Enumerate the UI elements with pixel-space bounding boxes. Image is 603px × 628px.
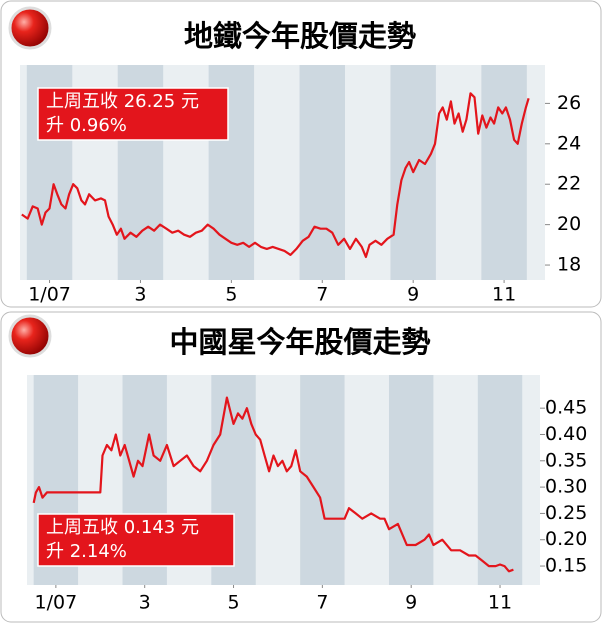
annotation: 升 2.14% (46, 541, 127, 562)
x-tick-label: 7 (316, 284, 328, 306)
x-tick-label: 3 (134, 284, 146, 306)
x-tick-label: 1/07 (35, 592, 78, 614)
x-tick-label: 5 (225, 284, 237, 306)
month-band (481, 65, 527, 280)
annotation: 升 0.96% (46, 115, 127, 136)
x-tick-label: 9 (407, 284, 419, 306)
x-tick-label: 5 (227, 592, 239, 614)
price-line (32, 396, 514, 573)
icon (8, 314, 52, 358)
chart-title: 中國星今年股價走勢 (169, 325, 430, 359)
y-tick-label: 0.25 (545, 502, 587, 524)
x-tick-label: 11 (488, 592, 512, 614)
month-band (477, 375, 523, 585)
annotation: 上周五收 26.25 元 (46, 91, 199, 112)
y-tick-label: 22 (557, 173, 581, 195)
x-tick-label: 11 (492, 284, 516, 306)
annotation-box (37, 513, 235, 567)
x-tick-label: 3 (139, 592, 151, 614)
y-tick-label: 0.20 (545, 528, 587, 550)
annotation: 上周五收 0.143 元 (46, 517, 199, 538)
x-tick-label: 7 (316, 592, 328, 614)
month-band (300, 375, 345, 585)
y-tick-label: 20 (557, 213, 581, 235)
annotation-box (37, 87, 229, 141)
y-tick-label: 0.35 (545, 449, 587, 471)
chart-title: 地鐵今年股價走勢 (184, 19, 416, 53)
chart: 0.45 0.40 0.35 0.30 0.25 0.20 0.15 1/07 3 5 7 9 11 上周… (27, 375, 587, 614)
month-band (388, 375, 434, 585)
price-line (21, 92, 530, 259)
chart: 18 20 22 24 26 1/07 3 5 7 9 11 上周五收 26.25 元升 0.96% (20, 65, 581, 306)
y-tick-label: 0.45 (545, 397, 587, 419)
month-band (299, 65, 345, 280)
y-tick-label: 24 (557, 132, 581, 154)
x-tick-label: 1/07 (28, 284, 71, 306)
icon (8, 6, 52, 50)
y-tick-label: 18 (557, 254, 581, 276)
y-tick-label: 0.40 (545, 423, 587, 445)
y-tick-label: 26 (557, 92, 581, 114)
x-tick-label: 9 (405, 592, 417, 614)
y-tick-label: 0.30 (545, 476, 587, 498)
y-tick-label: 0.15 (545, 555, 587, 577)
